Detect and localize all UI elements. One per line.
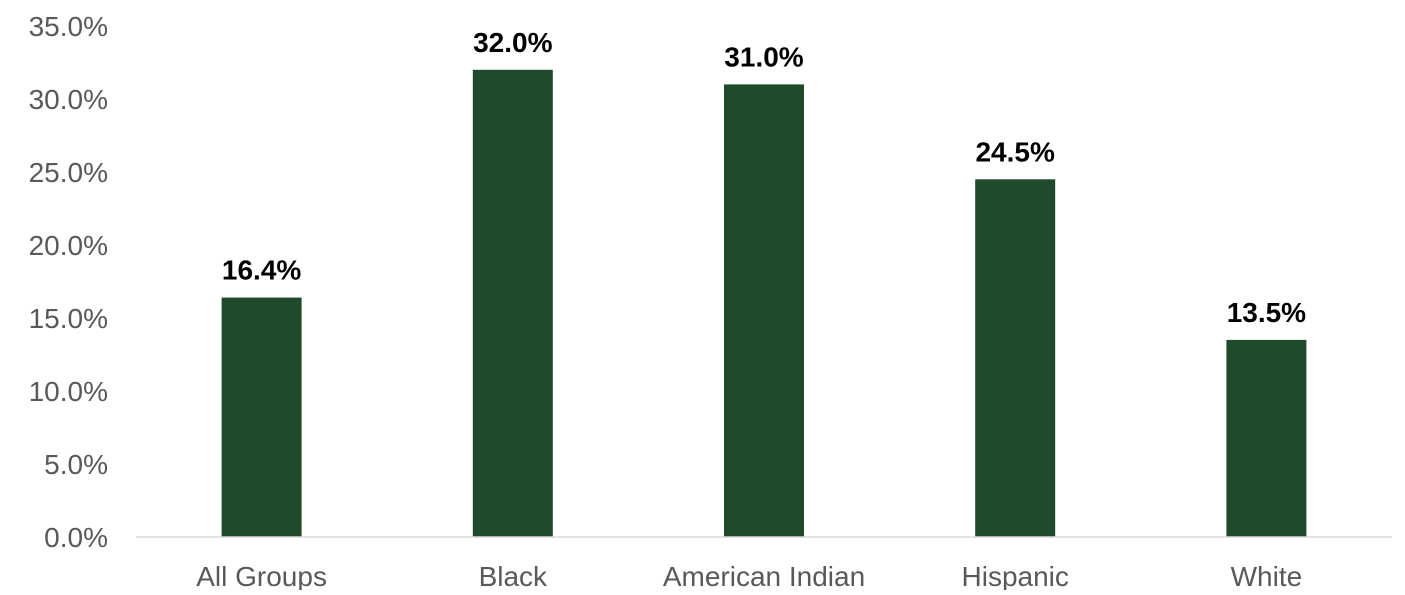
- y-tick-label: 0.0%: [44, 522, 108, 553]
- bar: [1226, 339, 1307, 537]
- bars: [221, 69, 1307, 538]
- y-tick-label: 10.0%: [29, 376, 108, 407]
- x-category-label: Black: [479, 561, 548, 590]
- y-tick-label: 20.0%: [29, 230, 108, 261]
- x-category-label: All Groups: [196, 561, 327, 590]
- x-category-label: White: [1231, 561, 1303, 590]
- data-label: 16.4%: [222, 255, 301, 286]
- y-tick-label: 25.0%: [29, 157, 108, 188]
- y-tick-label: 15.0%: [29, 303, 108, 334]
- data-labels: 16.4% 32.0% 31.0% 24.5% 13.5%: [222, 27, 1306, 328]
- y-tick-label: 5.0%: [44, 449, 108, 480]
- data-label: 32.0%: [473, 27, 552, 58]
- x-axis-category-labels: All Groups Black American Indian Hispanic Wh…: [196, 561, 1303, 592]
- bar: [472, 69, 553, 538]
- y-tick-label: 30.0%: [29, 84, 108, 115]
- bar: [975, 179, 1056, 538]
- y-axis-tick-labels: 0.0% 5.0% 10.0% 15.0% 20.0% 25.0% 30.0% 35.0%: [29, 11, 108, 553]
- y-tick-label: 35.0%: [29, 11, 108, 42]
- bar: [724, 84, 804, 538]
- x-category-label: Hispanic: [962, 561, 1069, 590]
- data-label: 31.0%: [724, 41, 803, 72]
- data-label: 13.5%: [1227, 297, 1306, 328]
- bar: [221, 297, 302, 537]
- data-label: 24.5%: [975, 136, 1054, 167]
- x-category-label: American Indian: [663, 561, 865, 590]
